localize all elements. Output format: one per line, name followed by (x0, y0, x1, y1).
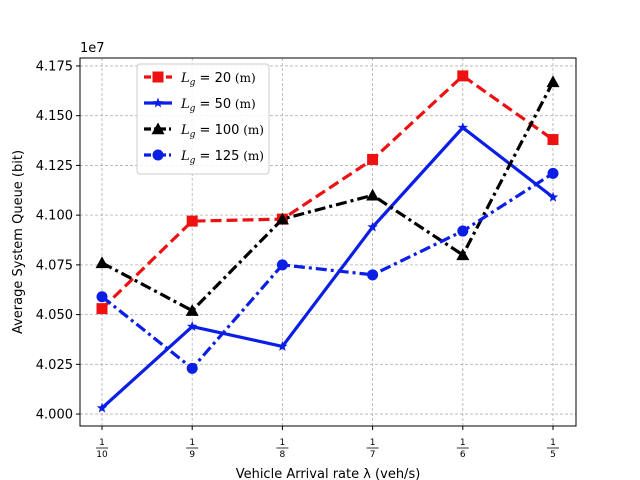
legend-entry: Lg = 125 (m) (144, 149, 264, 166)
legend-entry: Lg = 50 (m) (144, 97, 256, 114)
y-tick-label: 4.125 (36, 159, 73, 174)
x-tick-denominator: 7 (370, 450, 376, 460)
legend: Lg = 20 (m) Lg = 50 (m) Lg = 100 (m) Lg = 1… (136, 63, 270, 175)
series-2 (95, 75, 560, 316)
series-line (100, 126, 554, 410)
x-tick-denominator: 6 (460, 450, 466, 460)
x-tick-denominator: 5 (550, 450, 556, 460)
y-tick-label: 4.100 (36, 209, 73, 224)
data-point-marker (96, 303, 108, 315)
data-point-marker (277, 340, 288, 351)
legend-label: Lg = 125 (m) (180, 149, 264, 166)
series-layer (95, 70, 560, 413)
x-tick-label: 110 (96, 438, 108, 460)
data-point-marker (457, 70, 469, 82)
series-line (101, 172, 554, 370)
data-point-marker (186, 215, 198, 227)
legend-marker (151, 122, 165, 135)
series-3 (96, 167, 559, 374)
x-tick-label: 15 (547, 438, 559, 460)
legend-label: Lg = 100 (m) (180, 123, 264, 140)
plot-frame (79, 57, 577, 427)
y-tick-label: 4.050 (36, 308, 73, 323)
data-point-marker (186, 362, 198, 374)
data-point-marker (367, 269, 379, 281)
data-point-marker (186, 321, 198, 331)
x-tick-numerator: 1 (280, 438, 286, 448)
data-point-marker (547, 134, 559, 146)
data-point-marker (457, 225, 469, 237)
data-point-marker (366, 188, 380, 201)
data-point-marker (547, 191, 559, 202)
legend-label: Lg = 50 (m) (180, 97, 256, 114)
y-axis-label: Average System Queue (bit) (11, 150, 26, 334)
x-tick-numerator: 1 (460, 438, 466, 448)
data-point-marker (547, 167, 559, 179)
data-point-marker (546, 75, 560, 88)
x-tick-numerator: 1 (99, 438, 105, 448)
y-tick-label: 4.175 (36, 59, 73, 74)
x-tick-numerator: 1 (189, 438, 195, 448)
data-point-marker (457, 122, 469, 133)
y-tick-label: 4.075 (36, 258, 73, 273)
legend-marker (152, 149, 164, 161)
x-tick-label: 19 (186, 438, 199, 460)
y-tick-label: 4.025 (36, 358, 73, 373)
legend-marker (152, 71, 164, 83)
y-axis: 4.000 4.025 4.050 4.075 4.100 4.125 4.150 4.175 (36, 59, 80, 423)
data-point-marker (367, 221, 378, 232)
series-1 (96, 122, 559, 413)
series-line (100, 74, 554, 310)
legend-box (136, 63, 270, 175)
x-tick-numerator: 1 (370, 438, 376, 448)
data-point-marker (276, 259, 288, 271)
data-point-marker (185, 304, 199, 316)
x-tick-label: 18 (276, 438, 289, 460)
x-tick-numerator: 1 (550, 438, 556, 448)
x-tick-label: 16 (456, 438, 469, 460)
y-tick-label: 4.150 (36, 109, 73, 124)
data-point-marker (95, 256, 109, 269)
x-axis-label: Vehicle Arrival rate λ (veh/s) (236, 467, 421, 480)
x-tick-denominator: 9 (189, 450, 195, 460)
data-point-marker (96, 291, 108, 303)
data-point-marker (367, 153, 379, 165)
data-point-marker (456, 248, 470, 261)
legend-entry: Lg = 20 (m) (144, 71, 256, 88)
data-point-marker (96, 402, 108, 413)
y-multiplier-label: 1e7 (80, 41, 105, 56)
series-line (101, 81, 555, 313)
legend-label: Lg = 20 (m) (180, 71, 256, 88)
x-tick-label: 17 (366, 438, 379, 460)
data-point-marker (275, 212, 289, 225)
legend-entry: Lg = 100 (m) (144, 122, 264, 140)
x-tick-denominator: 10 (96, 450, 108, 460)
x-tick-denominator: 8 (280, 450, 286, 460)
y-tick-label: 4.000 (36, 408, 73, 423)
legend-marker (152, 97, 164, 108)
